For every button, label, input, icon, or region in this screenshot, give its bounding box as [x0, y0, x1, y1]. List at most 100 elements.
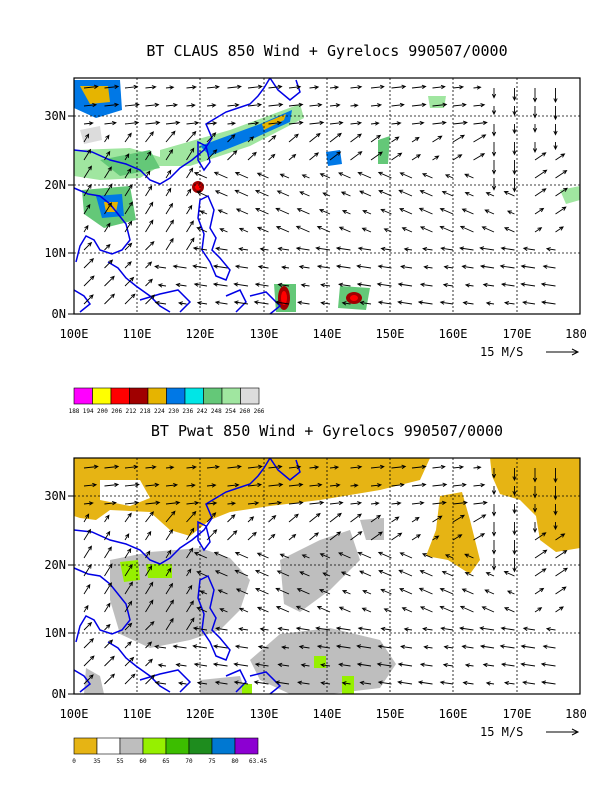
wind-vector-arrow — [329, 120, 344, 126]
wind-vector-arrow — [341, 301, 351, 306]
wind-vector-arrow — [227, 102, 240, 108]
top-wind-vectors — [83, 84, 568, 306]
wind-vector-arrow — [196, 191, 208, 197]
wind-vector-arrow — [124, 261, 132, 269]
wind-vector-arrow — [295, 626, 310, 631]
top-reference-vector: 15 M/S — [480, 345, 580, 359]
wind-vector-arrow — [238, 627, 249, 632]
wind-vector-arrow — [145, 150, 152, 161]
wind-vector-arrow — [503, 571, 515, 577]
bottom-map-area — [74, 458, 580, 694]
wind-vector-arrow — [473, 465, 482, 470]
wind-vector-arrow — [268, 135, 277, 143]
wind-vector-arrow — [145, 219, 154, 233]
wind-vector-arrow — [186, 527, 195, 541]
wind-vector-arrow — [377, 300, 392, 305]
wind-vector-arrow — [482, 662, 495, 668]
wind-vector-arrow — [532, 124, 538, 133]
wind-vector-arrow — [350, 531, 363, 541]
bottom-colorbar-swatch — [142, 737, 167, 755]
wind-vector-arrow — [362, 589, 372, 595]
wind-vector-arrow — [165, 102, 179, 108]
wind-vector-arrow — [335, 644, 351, 649]
wind-vector-arrow — [257, 264, 269, 270]
wind-vector-arrow — [378, 189, 392, 197]
wind-vector-arrow — [506, 590, 515, 595]
wind-vector-arrow — [370, 151, 383, 161]
wind-vector-arrow — [377, 171, 392, 179]
wind-vector-arrow — [83, 84, 99, 89]
wind-vector-arrow — [124, 84, 139, 90]
wind-vector-arrow — [247, 84, 263, 89]
wind-vector-arrow — [356, 282, 372, 287]
wind-vector-arrow — [165, 582, 174, 595]
wind-vector-arrow — [277, 662, 290, 668]
top-map-area — [74, 78, 580, 314]
wind-vector-arrow — [247, 464, 263, 469]
wind-vector-arrow — [124, 464, 139, 470]
wind-vector-arrow — [227, 134, 236, 143]
wind-vector-arrow — [186, 188, 192, 197]
wind-vector-arrow — [439, 225, 454, 233]
wind-vector-arrow — [254, 662, 269, 667]
wind-vector-arrow — [83, 674, 94, 685]
wind-vector-arrow — [83, 203, 91, 215]
wind-vector-arrow — [318, 208, 331, 215]
wind-vector-arrow — [214, 300, 228, 305]
wind-vector-arrow — [356, 662, 372, 667]
wind-vector-arrow — [247, 102, 263, 108]
wind-vector-arrow — [145, 674, 156, 685]
wind-vector-arrow — [545, 627, 556, 632]
top-x-label-180: 180 — [565, 327, 587, 341]
wind-vector-arrow — [277, 246, 290, 252]
wind-vector-arrow — [124, 132, 132, 143]
wind-vector-arrow — [175, 662, 187, 668]
wind-vector-arrow — [473, 120, 488, 125]
wind-vector-arrow — [212, 264, 228, 269]
wind-vector-arrow — [172, 264, 187, 269]
wind-vector-arrow — [104, 275, 115, 287]
wind-vector-arrow — [421, 553, 433, 559]
wind-vector-arrow — [145, 102, 160, 108]
wind-vector-arrow — [145, 240, 155, 251]
bottom-colorbar-label: 0 — [72, 758, 76, 765]
wind-vector-arrow — [104, 582, 112, 595]
wind-vector-arrow — [534, 587, 545, 595]
wind-vector-arrow — [145, 581, 154, 595]
wind-vector-arrow — [288, 533, 297, 541]
wind-vector-arrow — [491, 106, 497, 116]
wind-vector-arrow — [432, 515, 443, 523]
top-reference-vector-label: 15 M/S — [480, 345, 523, 359]
wind-vector-arrow — [124, 183, 133, 197]
wind-vector-arrow — [215, 626, 228, 631]
wind-vector-arrow — [377, 551, 392, 559]
wind-vector-arrow — [398, 569, 413, 577]
wind-vector-arrow — [555, 226, 564, 233]
wind-vector-arrow — [491, 142, 497, 157]
wind-vector-arrow — [391, 152, 403, 161]
top-gridlines — [74, 78, 580, 314]
wind-vector-arrow — [247, 482, 263, 488]
wind-vector-arrow — [238, 607, 249, 613]
wind-vector-arrow — [422, 626, 433, 632]
wind-vector-arrow — [555, 187, 568, 197]
wind-vector-arrow — [288, 153, 297, 161]
wind-vector-arrow — [479, 264, 495, 269]
wind-vector-arrow — [206, 103, 217, 108]
wind-vector-arrow — [145, 599, 154, 613]
wind-vector-arrow — [411, 84, 427, 89]
wind-vector-arrow — [214, 680, 228, 685]
wind-vector-arrow — [491, 468, 497, 479]
wind-vector-arrow — [512, 106, 517, 116]
wind-vector-arrow — [534, 532, 547, 541]
wind-vector-arrow — [361, 607, 372, 613]
wind-vector-arrow — [104, 530, 111, 541]
top-y-label-30n: 30N — [44, 109, 66, 123]
wind-vector-arrow — [124, 168, 132, 179]
wind-vector-arrow — [555, 550, 568, 559]
wind-vector-arrow — [217, 589, 228, 595]
wind-vector-arrow — [473, 483, 486, 488]
wind-vector-arrow — [383, 228, 392, 233]
wind-vector-arrow — [520, 282, 536, 287]
wind-vector-arrow — [192, 246, 208, 251]
